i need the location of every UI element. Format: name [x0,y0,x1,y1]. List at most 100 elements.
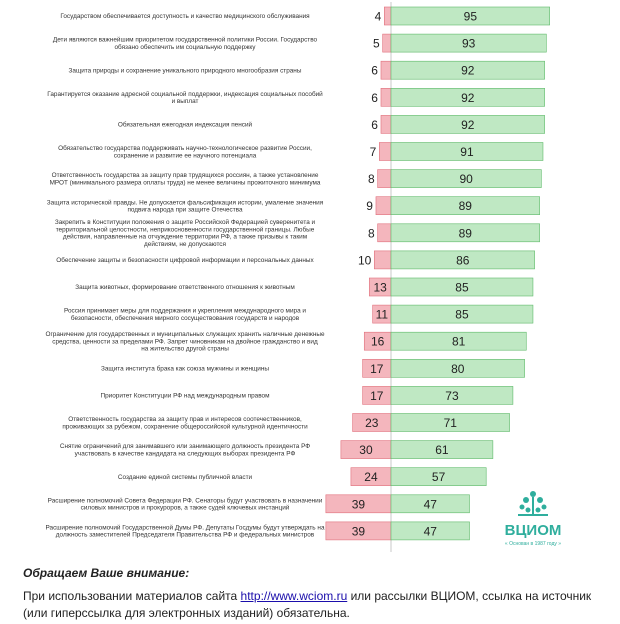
category-label: Защита исторической правды. Не допускает… [47,198,324,213]
wciom-link[interactable]: http://www.wciom.ru [240,589,348,603]
bar-negative [380,88,392,107]
bar-positive-value: 92 [461,91,475,105]
bar-negative-value: 23 [365,416,379,430]
bar-positive [390,413,510,432]
bar-negative-value: 8 [368,172,375,186]
category-label: Защита института брака как союза мужчины… [101,365,269,373]
logo-tagline: « Основан в 1987 году » [505,541,561,547]
category-label: Снятие ограничений для занимавшего или з… [60,442,310,457]
bar-positive [390,494,470,514]
bar-positive-value: 86 [456,253,470,267]
bar-negative-value: 24 [364,470,378,484]
bar-positive [390,223,540,243]
category-label: Россия принимает меры для поддержания и … [64,308,306,322]
bar-positive [390,277,534,297]
category-label: Расширение полномочий Совета Федерации Р… [48,496,323,511]
bar-positive [390,440,494,459]
bar-negative-value: 6 [371,118,378,132]
bar-negative [384,6,392,26]
bar-positive-value: 57 [432,470,446,484]
bar-positive [390,250,535,270]
bar-positive [390,88,545,107]
bar-negative [380,60,392,80]
category-label: Ответственность государства за защиту пр… [62,416,308,430]
bar-positive [390,142,544,161]
category-label: Государством обеспечивается доступность … [60,12,310,20]
category-label: Обеспечение защиты и безопасности цифров… [56,256,314,264]
bar-positive-value: 85 [455,308,469,322]
bar-positive-value: 71 [444,416,458,430]
bar-negative-value: 6 [371,64,378,78]
bar-negative [380,115,392,134]
bar-positive-value: 89 [459,226,473,240]
bar-positive [390,521,470,541]
bar-positive [390,196,540,215]
bar-positive [390,60,545,80]
bar-negative-value: 11 [376,308,389,322]
bar-positive-value: 91 [460,145,474,159]
category-label: Ограничение для государственных и муници… [45,331,325,352]
category-label: Дети являются важнейшим приоритетом госу… [53,36,318,51]
bar-positive-value: 80 [451,362,465,376]
note-title: Обращаем Ваше внимание: [23,566,190,580]
chart-rows: Государством обеспечивается доступность … [45,6,550,541]
bar-positive-value: 92 [461,64,475,78]
bar-negative-value: 16 [371,335,385,349]
bar-negative [379,142,392,161]
bar-positive-value: 90 [459,172,473,186]
category-label: Расширение полномочий Государственной Ду… [46,524,325,539]
bar-positive-value: 95 [464,10,478,24]
wciom-logo: ВЦИОМ « Основан в 1987 году » [505,491,562,547]
category-label: Гарантируется оказание адресной социальн… [47,90,323,105]
bar-negative-value: 13 [373,281,387,295]
bar-positive [390,386,514,405]
bar-positive [390,467,487,487]
bar-positive-value: 92 [461,118,475,132]
bar-positive [390,6,550,26]
category-label: Создание единой системы публичной власти [118,473,253,481]
bar-positive [390,115,545,134]
bar-negative [377,169,392,188]
category-label: Закрепить в Конституции положения о защи… [55,218,316,248]
bar-positive [390,169,542,188]
bar-negative-value: 8 [368,226,375,240]
bar-negative-value: 6 [371,91,378,105]
bar-negative-value: 30 [359,443,373,457]
bar-negative-value: 39 [352,524,366,538]
bar-negative-value: 17 [370,389,384,403]
category-label: Ответственность государства за защиту пр… [50,172,321,186]
note-box [0,557,620,624]
bar-positive-value: 73 [445,389,459,403]
bar-negative-value: 4 [375,10,382,24]
bar-positive [390,33,547,53]
bar-negative [373,250,392,270]
bar-positive-value: 93 [462,37,476,51]
bar-positive [390,331,527,351]
bar-positive-value: 47 [424,497,438,511]
bar-positive-value: 81 [452,335,466,349]
bar-negative-value: 5 [373,37,380,51]
category-label: Приоритет Конституции РФ над международн… [101,393,270,400]
bar-positive-value: 61 [435,443,449,457]
category-label: Обязательная ежегодная индексация пенсий [118,121,253,129]
note-text: При использовании материалов сайта http:… [23,588,608,622]
bar-negative-value: 7 [370,145,377,159]
logo-name: ВЦИОМ [505,522,562,539]
bar-negative-value: 17 [370,362,384,376]
bar-negative-value: 39 [352,497,366,511]
bar-positive-value: 89 [459,199,473,213]
bar-negative [375,196,392,215]
chart: Государством обеспечивается доступность … [45,2,562,552]
bar-positive-value: 85 [455,281,469,295]
bar-positive [390,304,534,324]
bar-negative-value: 9 [366,199,373,213]
category-label: Защита природы и сохранение уникального … [69,66,302,74]
bar-positive [390,358,525,378]
bar-negative [382,33,392,53]
logo-tree-icon [518,491,548,516]
bar-positive-value: 47 [424,524,438,538]
category-label: Обязательство государства поддерживать н… [58,144,312,159]
category-label: Защита животных, формирование ответствен… [75,284,295,291]
note-text-after: или рассылки ВЦИОМ, ссылка на источник (… [23,589,592,620]
bar-negative-value: 10 [358,253,372,267]
